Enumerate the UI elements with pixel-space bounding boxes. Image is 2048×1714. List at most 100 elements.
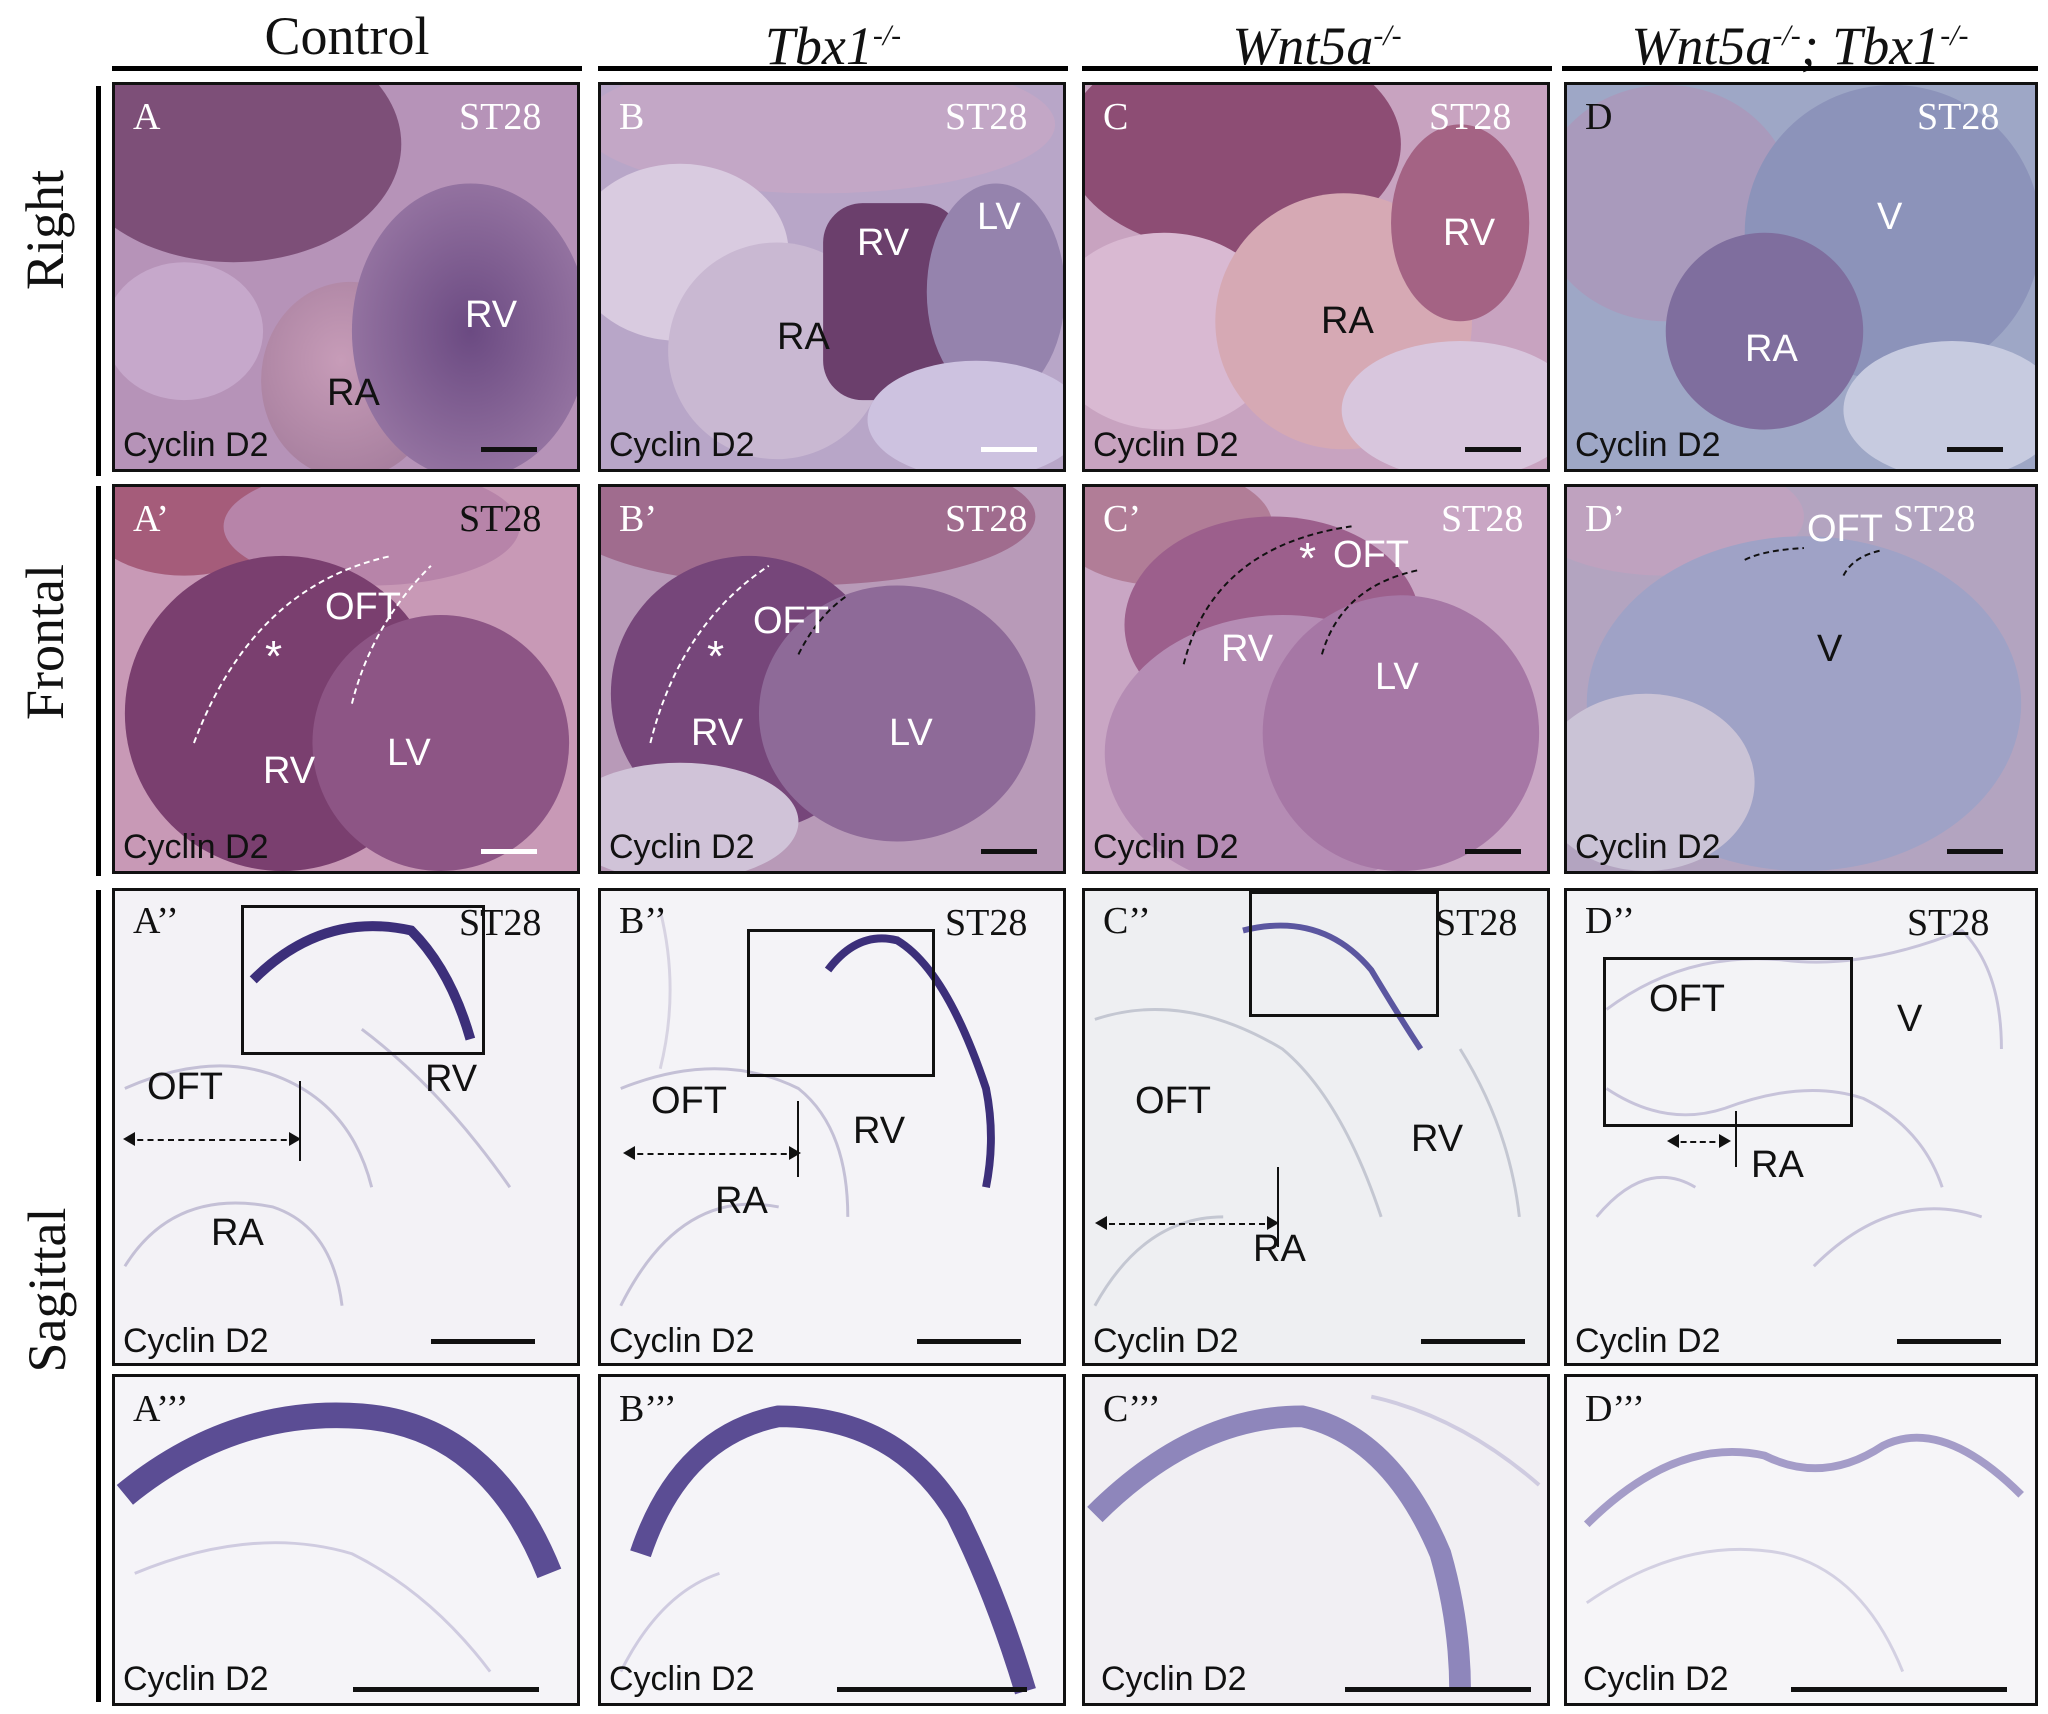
panel-letter: A’’’ xyxy=(133,1388,189,1430)
panel-b: B ST28 RV LV RA Cyclin D2 xyxy=(598,82,1066,472)
scale-bar xyxy=(431,1339,535,1344)
scale-bar xyxy=(481,849,537,854)
panel-c-triple-prime: C’’’ Cyclin D2 xyxy=(1082,1374,1550,1706)
column-rule xyxy=(1562,66,2038,71)
scale-bar xyxy=(981,447,1037,452)
arrow-head xyxy=(289,1132,301,1146)
arrow-head xyxy=(1267,1216,1279,1230)
label-ra: RA xyxy=(715,1180,768,1222)
inset-box xyxy=(241,905,485,1055)
marker-label: Cyclin D2 xyxy=(123,1322,269,1360)
scale-bar xyxy=(481,447,537,452)
row-label-right: Right xyxy=(15,169,75,291)
asterisk-marker: * xyxy=(265,632,283,681)
marker-label: Cyclin D2 xyxy=(1575,426,1721,464)
panel-letter: C’ xyxy=(1103,498,1141,540)
column-rule xyxy=(112,66,582,71)
label-oft: OFT xyxy=(1807,508,1883,550)
embryo-heart-image xyxy=(1567,85,2035,469)
label-v: V xyxy=(1877,196,1903,238)
marker-label: Cyclin D2 xyxy=(1093,828,1239,866)
panel-letter: D’’ xyxy=(1585,900,1635,942)
marker-label: Cyclin D2 xyxy=(123,426,269,464)
embryo-heart-image xyxy=(115,487,577,871)
arrow-head xyxy=(1719,1134,1731,1148)
scale-bar xyxy=(1345,1687,1531,1692)
label-ra: RA xyxy=(211,1212,264,1254)
marker-label: Cyclin D2 xyxy=(123,828,269,866)
panel-d: D ST28 V RA Cyclin D2 xyxy=(1564,82,2038,472)
scale-bar xyxy=(837,1687,1027,1692)
label-lv: LV xyxy=(387,732,431,774)
panel-a-prime: A’ ST28 OFT * RV LV Cyclin D2 xyxy=(112,484,580,874)
asterisk-marker: * xyxy=(707,632,725,681)
panel-letter: C’’’ xyxy=(1103,1388,1161,1430)
row-label-sagittal: Sagittal xyxy=(17,1207,77,1373)
embryo-heart-image xyxy=(601,85,1063,469)
panel-letter: B’’’ xyxy=(619,1388,677,1430)
section-closeup-image xyxy=(115,1377,577,1703)
row-label-frontal: Frontal xyxy=(15,564,75,720)
panel-b-triple-prime: B’’’ Cyclin D2 xyxy=(598,1374,1066,1706)
row-rule xyxy=(96,486,101,876)
stage-label: ST28 xyxy=(1429,96,1512,138)
panel-letter: A’’ xyxy=(133,900,179,942)
label-oft: OFT xyxy=(1135,1080,1211,1122)
marker-label: Cyclin D2 xyxy=(1575,1322,1721,1360)
label-lv: LV xyxy=(1375,656,1419,698)
panel-letter: D’’’ xyxy=(1585,1388,1645,1430)
panel-d-double-prime: D’’ ST28 OFT V RA Cyclin D2 xyxy=(1564,888,2038,1366)
label-rv: RV xyxy=(1411,1118,1464,1160)
marker-label: Cyclin D2 xyxy=(609,1322,755,1360)
label-ra: RA xyxy=(1321,300,1374,342)
stage-label: ST28 xyxy=(459,498,542,540)
label-oft: OFT xyxy=(325,586,401,628)
panel-letter: D’ xyxy=(1585,498,1626,540)
column-rule xyxy=(598,66,1068,71)
column-title-control: Control xyxy=(264,6,430,66)
label-ra: RA xyxy=(327,372,380,414)
marker-label: Cyclin D2 xyxy=(609,426,755,464)
panel-letter: A’ xyxy=(133,498,169,540)
label-oft: OFT xyxy=(651,1080,727,1122)
section-image xyxy=(601,891,1063,1363)
label-rv: RV xyxy=(263,750,316,792)
arrow-head xyxy=(1095,1216,1107,1230)
tick-mark xyxy=(1735,1111,1737,1167)
panel-letter: B’ xyxy=(619,498,657,540)
panel-c-prime: C’ ST28 * OFT RV LV Cyclin D2 xyxy=(1082,484,1550,874)
panel-a-triple-prime: A’’’ Cyclin D2 xyxy=(112,1374,580,1706)
arrow-head xyxy=(123,1132,135,1146)
tick-mark xyxy=(299,1081,301,1161)
stage-label: ST28 xyxy=(945,902,1028,944)
width-arrow xyxy=(127,1139,297,1141)
label-lv: LV xyxy=(977,196,1021,238)
label-rv: RV xyxy=(691,712,744,754)
label-rv: RV xyxy=(1443,212,1496,254)
marker-label: Cyclin D2 xyxy=(1093,426,1239,464)
panel-c: C ST28 RV RA Cyclin D2 xyxy=(1082,82,1550,472)
width-arrow xyxy=(627,1153,797,1155)
label-rv: RV xyxy=(1221,628,1274,670)
stage-label: ST28 xyxy=(1893,498,1976,540)
label-oft: OFT xyxy=(753,600,829,642)
column-title-double: Wnt5a-/-; Tbx1-/- xyxy=(1631,16,1969,76)
embryo-heart-image xyxy=(1085,85,1547,469)
section-closeup-image xyxy=(1567,1377,2035,1703)
panel-letter: C’’ xyxy=(1103,900,1151,942)
tick-mark xyxy=(1277,1167,1279,1247)
label-oft: OFT xyxy=(1333,534,1409,576)
scale-bar xyxy=(1465,447,1521,452)
section-image xyxy=(1085,891,1547,1363)
embryo-heart-image xyxy=(601,487,1063,871)
inset-box xyxy=(1603,957,1853,1127)
inset-box xyxy=(1249,891,1439,1017)
stage-label: ST28 xyxy=(1435,902,1518,944)
inset-box xyxy=(747,929,935,1077)
marker-label: Cyclin D2 xyxy=(123,1660,269,1698)
marker-label: Cyclin D2 xyxy=(1093,1322,1239,1360)
stage-label: ST28 xyxy=(1917,96,2000,138)
width-arrow xyxy=(1099,1223,1275,1225)
scale-bar xyxy=(917,1339,1021,1344)
column-title-wnt5a: Wnt5a-/- xyxy=(1232,16,1402,76)
